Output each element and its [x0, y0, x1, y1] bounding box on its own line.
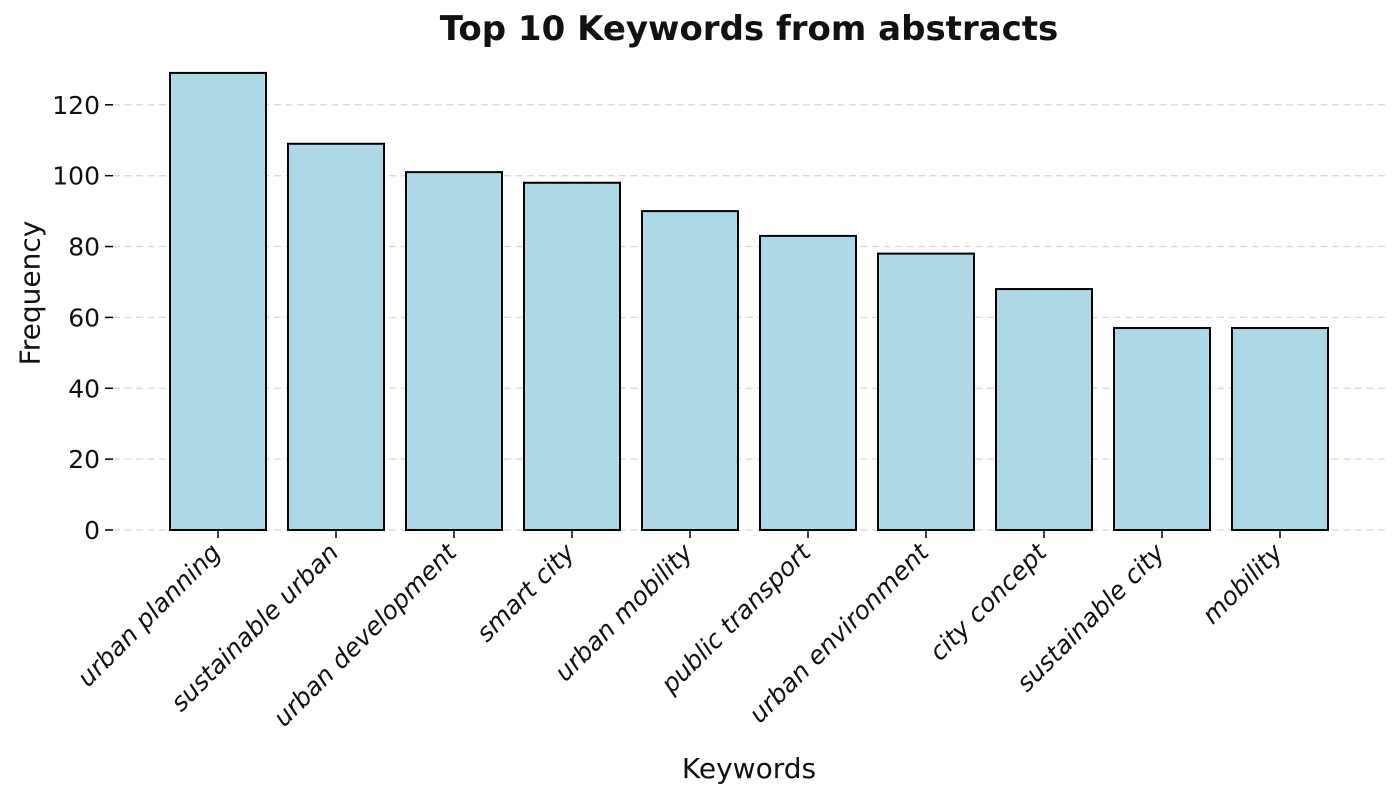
bar-urban-environment: [877, 252, 975, 532]
x-axis-title: Keywords: [681, 752, 817, 785]
y-tick-label-60: 60: [68, 303, 100, 332]
bar-sustainable-urban: [287, 142, 385, 531]
bar-public-transport: [759, 234, 857, 531]
bar-urban-mobility: [641, 210, 739, 531]
bar-city-concept: [995, 288, 1093, 531]
chart-title: Top 10 Keywords from abstracts: [439, 9, 1059, 49]
y-tick-label-20: 20: [68, 445, 100, 474]
x-tick-label-smart-city: smart city: [471, 537, 581, 647]
bar-mobility: [1231, 327, 1329, 531]
y-tick-label-80: 80: [68, 233, 100, 262]
bar-urban-development: [405, 171, 503, 531]
y-tick-label-120: 120: [52, 91, 100, 120]
y-tick-label-0: 0: [84, 516, 100, 545]
bar-urban-planning: [169, 71, 267, 531]
y-axis-title: Frequency: [13, 220, 47, 366]
x-tick-label-mobility: mobility: [1196, 537, 1289, 630]
y-tick-label-40: 40: [68, 374, 100, 403]
x-tick-label-city-concept: city concept: [924, 537, 1053, 666]
y-tick-label-100: 100: [52, 162, 100, 191]
bar-smart-city: [523, 181, 621, 532]
bar-sustainable-city: [1113, 327, 1211, 531]
